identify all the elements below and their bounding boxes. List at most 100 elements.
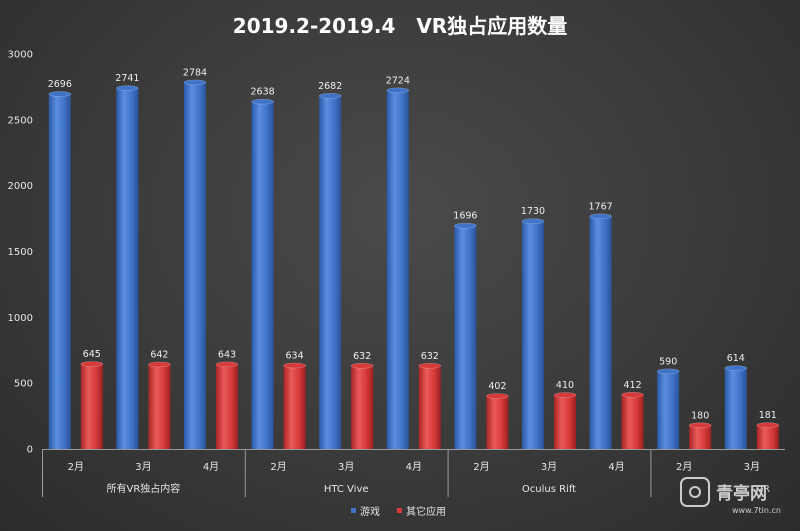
data-label-other-apps: 645 <box>83 349 101 360</box>
x-tick-label-month: 4月 <box>406 461 422 473</box>
bar-cap-games <box>252 99 274 104</box>
legend-item-other-apps: 其它应用 <box>397 505 446 518</box>
bar-body-games <box>590 216 612 449</box>
bar-body-other-apps <box>689 425 711 449</box>
legend-label-games: 游戏 <box>360 505 380 518</box>
bar-cap-games <box>725 366 747 371</box>
x-tick-label-month: 2月 <box>270 461 286 473</box>
x-tick-label-month: 3月 <box>541 461 557 473</box>
y-tick-label: 1000 <box>8 313 33 324</box>
data-label-games: 1767 <box>589 201 613 212</box>
x-tick-label-month: 4月 <box>203 461 219 473</box>
data-label-other-apps: 181 <box>759 410 777 421</box>
bar-other-apps <box>622 392 644 449</box>
bar-cap-other-apps <box>554 393 576 398</box>
bar-cap-games <box>590 214 612 219</box>
data-label-games: 2696 <box>48 79 72 90</box>
data-label-other-apps: 402 <box>488 381 506 392</box>
x-tick-label-month: 3月 <box>744 461 760 473</box>
bar-body-other-apps <box>351 366 373 449</box>
watermark-url: www.7tin.cn <box>732 506 781 515</box>
legend-item-games: 游戏 <box>351 505 380 518</box>
bar-games <box>590 214 612 449</box>
data-label-games: 2682 <box>318 81 342 92</box>
bar-body-other-apps <box>757 425 779 449</box>
bar-cap-games <box>49 92 71 97</box>
y-tick-label: 1500 <box>8 247 33 258</box>
bar-body-games <box>387 90 409 449</box>
y-tick-label: 2000 <box>8 181 33 192</box>
watermark-logo <box>681 478 709 506</box>
legend-label-other-apps: 其它应用 <box>406 505 446 518</box>
bar-cap-other-apps <box>757 423 779 428</box>
x-tick-label-month: 3月 <box>338 461 354 473</box>
y-tick-label: 500 <box>14 379 33 390</box>
bar-body-other-apps <box>216 364 238 449</box>
bar-games <box>49 92 71 449</box>
data-label-other-apps: 632 <box>421 351 439 362</box>
bar-body-games <box>657 371 679 449</box>
data-label-games: 590 <box>659 356 677 367</box>
chart-title: 2019.2-2019.4 VR独占应用数量 <box>233 14 567 38</box>
y-tick-label: 0 <box>27 445 33 456</box>
bar-cap-other-apps <box>216 362 238 367</box>
data-label-other-apps: 634 <box>286 351 304 362</box>
data-label-games: 1730 <box>521 206 545 217</box>
x-tick-label-month: 4月 <box>608 461 624 473</box>
bar-other-apps <box>81 362 103 449</box>
bar-other-apps <box>554 393 576 449</box>
bar-chart: 2019.2-2019.4 VR独占应用数量 0 500 1000 1500 2000 2… <box>0 0 800 531</box>
data-label-games: 614 <box>727 353 745 364</box>
x-group-label: Oculus Rift <box>522 484 576 495</box>
data-label-other-apps: 643 <box>218 349 236 360</box>
bar-cap-other-apps <box>689 423 711 428</box>
bar-other-apps <box>419 363 441 449</box>
bar-body-games <box>725 368 747 449</box>
bar-cap-games <box>522 219 544 224</box>
y-tick-label: 3000 <box>8 50 33 61</box>
bar-games <box>252 99 274 449</box>
bar-cap-games <box>657 369 679 374</box>
bar-body-other-apps <box>148 364 170 449</box>
bar-other-apps <box>284 363 306 449</box>
watermark: ...VR 青亭网 www.7tin.cn <box>681 478 781 515</box>
bars-layer: 2696 645 2741 642 2784 643 2638 634 2682 632 2724 6… <box>48 67 779 449</box>
x-group-label: 所有VR独占内容 <box>107 482 181 495</box>
bar-cap-other-apps <box>486 394 508 399</box>
bar-games <box>725 366 747 449</box>
bar-body-other-apps <box>622 395 644 449</box>
bar-games <box>387 88 409 449</box>
x-tick-label-month: 2月 <box>68 461 84 473</box>
data-label-games: 1696 <box>453 211 477 222</box>
y-axis: 0 500 1000 1500 2000 2500 3000 <box>8 50 33 456</box>
data-label-games: 2784 <box>183 67 207 78</box>
bar-cap-other-apps <box>351 363 373 368</box>
bar-cap-other-apps <box>622 392 644 397</box>
bar-body-games <box>319 96 341 449</box>
data-label-other-apps: 180 <box>691 410 709 421</box>
x-group-label: HTC Vive <box>324 484 369 495</box>
bar-other-apps <box>486 394 508 449</box>
bar-body-other-apps <box>554 395 576 449</box>
data-label-games: 2638 <box>251 87 275 98</box>
legend-swatch-games <box>351 508 356 513</box>
bar-body-games <box>252 102 274 449</box>
bar-other-apps <box>351 363 373 449</box>
y-tick-label: 2500 <box>8 115 33 126</box>
bar-games <box>319 93 341 449</box>
bar-body-games <box>184 82 206 449</box>
bar-cap-games <box>454 223 476 228</box>
bar-cap-other-apps <box>81 362 103 367</box>
bar-games <box>454 223 476 449</box>
bar-cap-games <box>319 93 341 98</box>
bar-body-other-apps <box>486 396 508 449</box>
bar-other-apps <box>148 362 170 449</box>
bar-games <box>657 369 679 449</box>
bar-cap-games <box>116 86 138 91</box>
bar-body-other-apps <box>419 366 441 449</box>
data-label-games: 2724 <box>386 75 410 86</box>
legend-swatch-other-apps <box>397 508 402 513</box>
legend: 游戏 其它应用 <box>351 505 446 518</box>
bar-body-games <box>116 88 138 449</box>
